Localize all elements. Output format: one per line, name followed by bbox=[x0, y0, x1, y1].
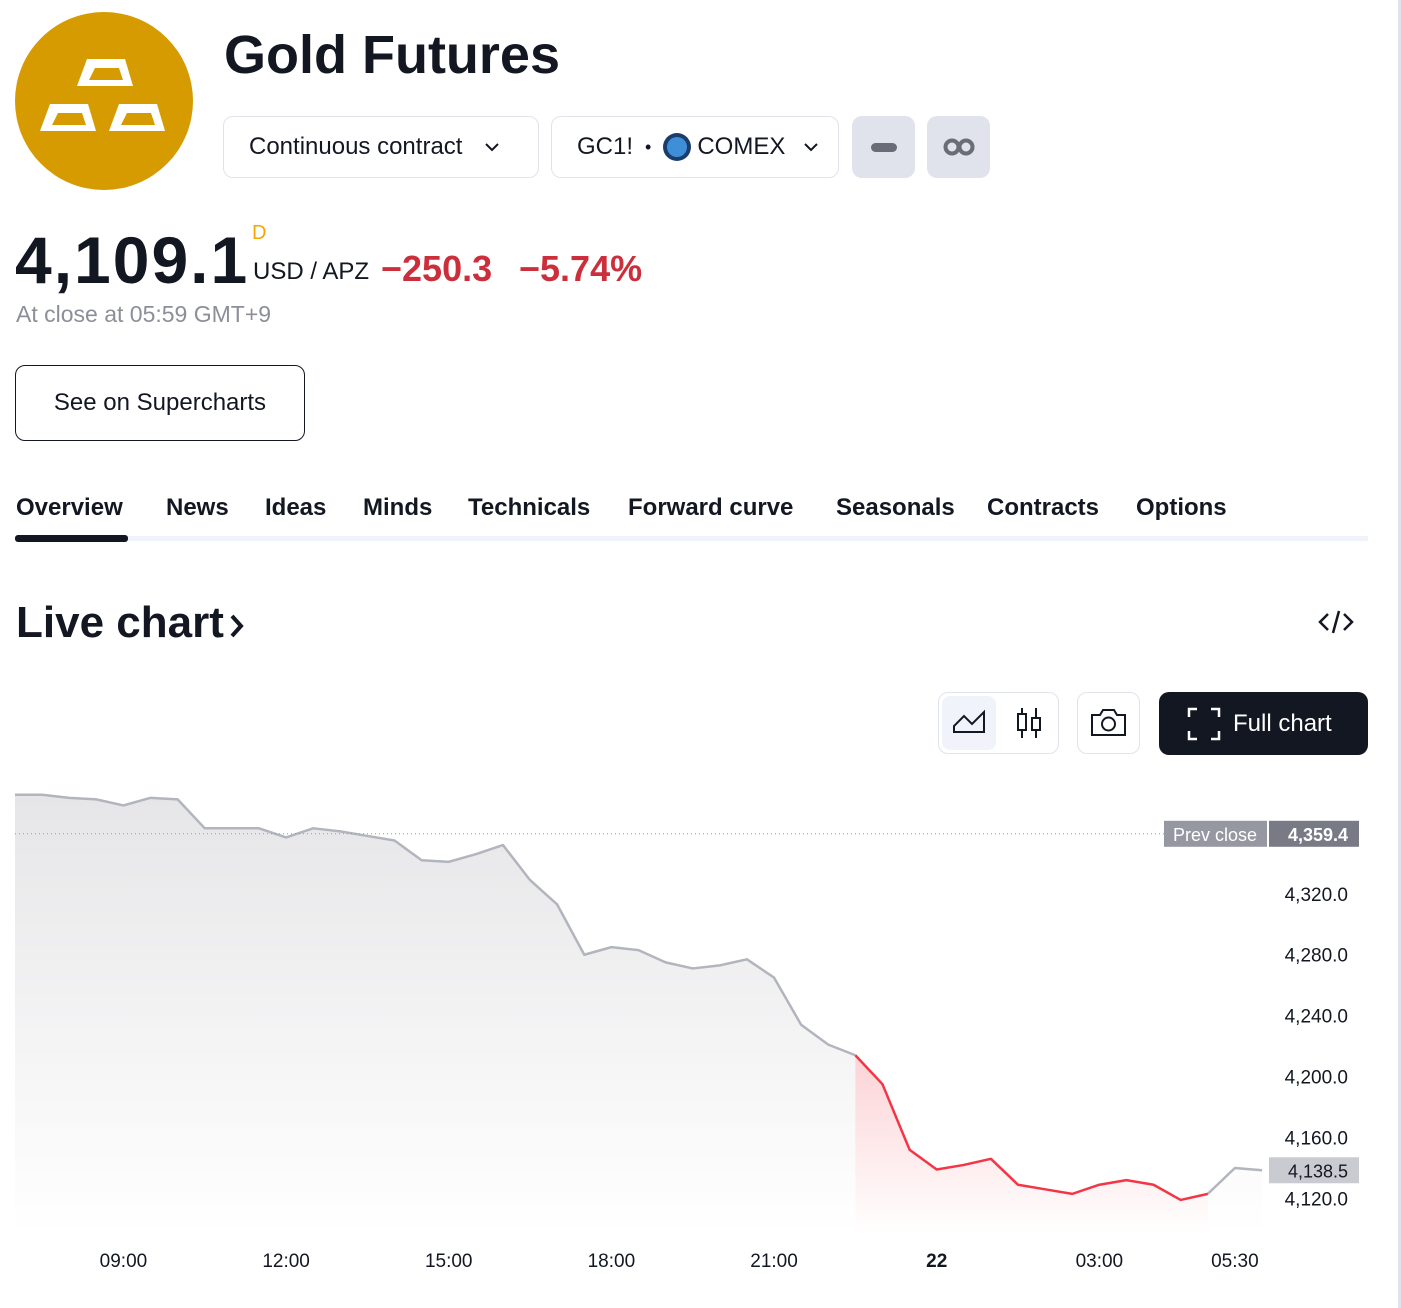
tab[interactable]: News bbox=[166, 494, 229, 521]
chart-style-group bbox=[938, 692, 1059, 754]
prev-close-value-tag bbox=[1269, 820, 1359, 847]
y-tick-label: 4,120.0 bbox=[1285, 1189, 1348, 1210]
embed-button[interactable] bbox=[1318, 608, 1354, 636]
change: −250.3 bbox=[381, 248, 493, 289]
logo bbox=[15, 12, 193, 190]
tab[interactable]: Technicals bbox=[468, 494, 591, 521]
section-chevron bbox=[230, 614, 244, 638]
tab[interactable]: Minds bbox=[363, 494, 433, 521]
icon bbox=[870, 143, 897, 152]
icon bbox=[1091, 709, 1126, 736]
x-tick-label: 12:00 bbox=[262, 1251, 310, 1272]
button-label: See on Supercharts bbox=[53, 389, 267, 416]
price: 4,109.1 bbox=[15, 223, 250, 297]
x-tick-label: 09:00 bbox=[100, 1251, 148, 1272]
x-tick-label: 05:30 bbox=[1211, 1251, 1259, 1272]
tab[interactable]: Options bbox=[1136, 494, 1227, 521]
tab-active-indicator bbox=[15, 535, 128, 542]
tab[interactable]: Contracts bbox=[987, 494, 1100, 521]
y-tick-label: 4,280.0 bbox=[1285, 946, 1348, 967]
area-style-button[interactable] bbox=[942, 696, 996, 750]
x-tick-label: 22 bbox=[926, 1251, 947, 1272]
contract-selector[interactable]: Continuous contract bbox=[223, 116, 539, 178]
tab[interactable]: Seasonals bbox=[836, 494, 955, 521]
currency: USD / APZ bbox=[253, 258, 370, 285]
tab[interactable]: Forward curve bbox=[628, 494, 794, 521]
tab-rail bbox=[15, 536, 1368, 541]
button-label: Full chart bbox=[1233, 709, 1332, 737]
y-tick-label: 4,240.0 bbox=[1285, 1007, 1348, 1028]
price-line bbox=[15, 793, 1263, 1195]
chart: 4,120.0 4,160.0 4,200.0 4,240.0 4,280.0 4,320… bbox=[15, 793, 1359, 1272]
title: Gold Futures bbox=[224, 25, 560, 85]
x-tick-label: 21:00 bbox=[750, 1251, 798, 1272]
session-flag: D bbox=[252, 222, 267, 244]
full-chart-button[interactable]: Full chart bbox=[1159, 692, 1368, 755]
contract-label: Continuous contract bbox=[249, 133, 463, 160]
symbol-selector[interactable]: GC1! • COMEX bbox=[551, 116, 839, 178]
icon bbox=[943, 138, 974, 156]
chevron bbox=[485, 143, 500, 152]
snapshot-button[interactable] bbox=[1077, 692, 1140, 754]
market-status: At close at 05:59 GMT+9 bbox=[16, 301, 272, 327]
candle-style-button[interactable] bbox=[1002, 696, 1056, 750]
last-value-tag bbox=[1269, 1157, 1359, 1184]
icon bbox=[953, 709, 985, 733]
area-fill bbox=[15, 794, 1262, 1235]
y-tick-label: 4,160.0 bbox=[1285, 1129, 1348, 1150]
y-tick-label: 4,320.0 bbox=[1285, 885, 1348, 906]
x-tick-label: 18:00 bbox=[588, 1251, 636, 1272]
y-tick-label: 4,200.0 bbox=[1285, 1068, 1348, 1089]
link-button[interactable] bbox=[927, 116, 990, 178]
prev-close-name: Prev close bbox=[1173, 825, 1257, 845]
change-percent: −5.74% bbox=[519, 248, 643, 289]
prev-close-tag bbox=[1164, 820, 1267, 847]
x-tick-label: 03:00 bbox=[1076, 1251, 1124, 1272]
price-line bbox=[854, 1054, 1209, 1202]
supercharts-button[interactable]: See on Supercharts bbox=[15, 365, 305, 441]
exchange: COMEX bbox=[697, 133, 786, 160]
tab[interactable]: Overview bbox=[16, 494, 123, 521]
x-tick-label: 15:00 bbox=[425, 1251, 473, 1272]
icon bbox=[1187, 707, 1221, 740]
symbol: GC1! bbox=[577, 133, 634, 160]
tab[interactable]: Ideas bbox=[265, 494, 327, 521]
chevron bbox=[804, 143, 819, 152]
area-fill bbox=[855, 1055, 1208, 1235]
section-title[interactable]: Live chart bbox=[16, 598, 224, 647]
compare-button[interactable] bbox=[852, 116, 915, 178]
prev-close-value: 4,359.4 bbox=[1288, 825, 1348, 845]
exchange-icon bbox=[663, 133, 692, 161]
last-value-label: 4,138.5 bbox=[1288, 1161, 1348, 1181]
scroll-border bbox=[1398, 0, 1401, 1308]
